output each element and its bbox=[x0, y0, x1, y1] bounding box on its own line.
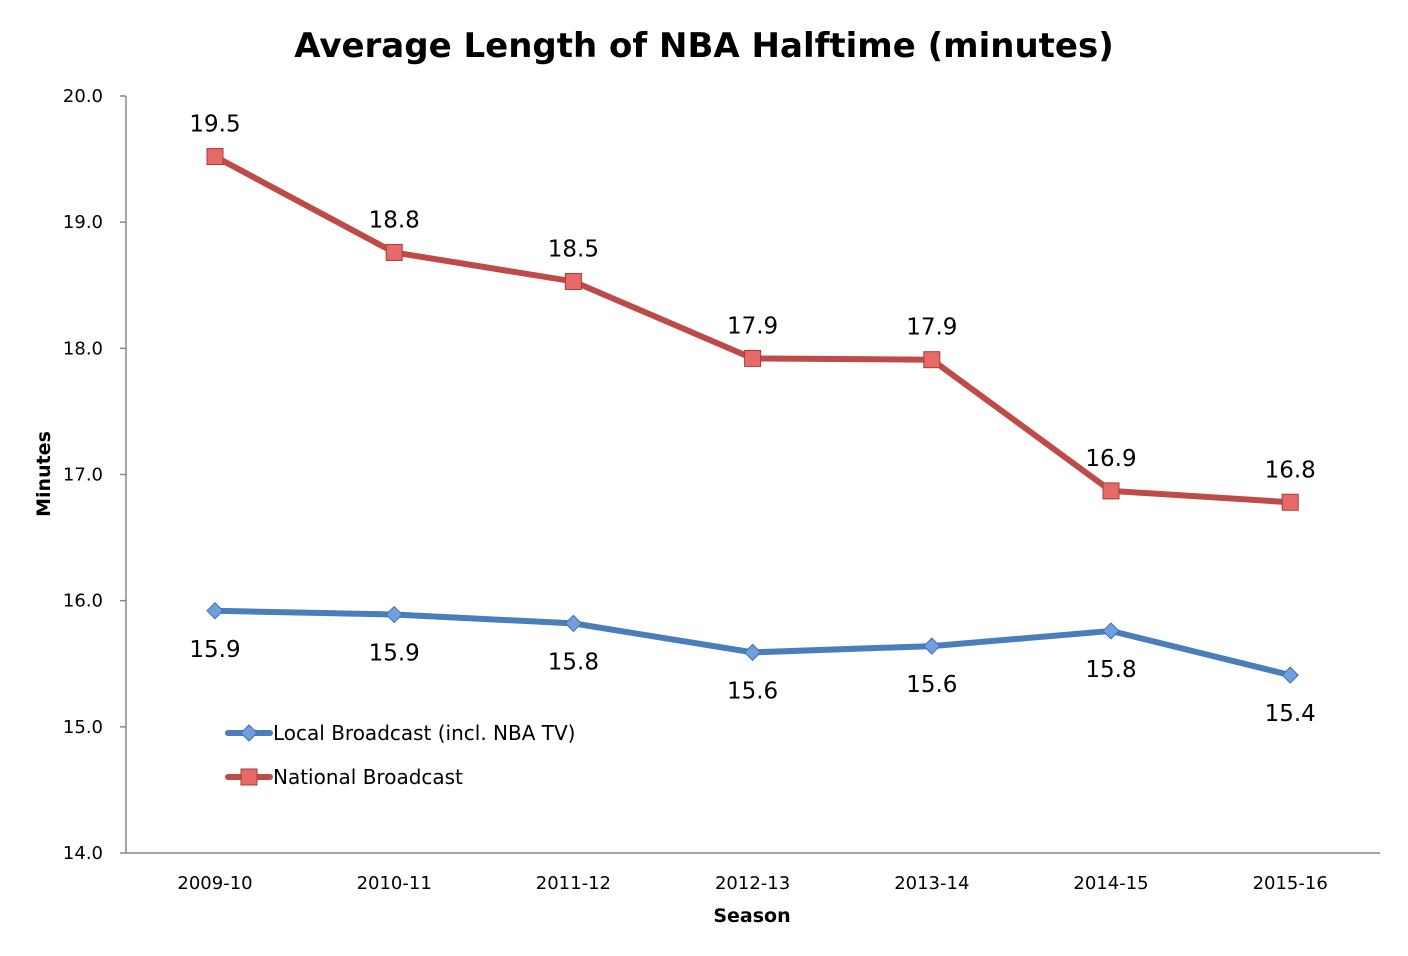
x-axis-label: Season bbox=[713, 905, 790, 927]
x-tick-label: 2015-16 bbox=[1253, 873, 1328, 894]
data-point bbox=[1102, 622, 1120, 640]
data-label: 17.9 bbox=[727, 313, 778, 339]
data-label: 15.9 bbox=[189, 637, 240, 663]
series-national: 19.5 18.8 18.5 17.9 17.9 16.9 16.8 bbox=[189, 112, 1316, 511]
data-label: 15.8 bbox=[548, 649, 599, 675]
data-point bbox=[1281, 493, 1299, 511]
y-axis-label: Minutes bbox=[33, 431, 55, 517]
data-point bbox=[385, 243, 403, 261]
data-label: 15.6 bbox=[727, 678, 778, 704]
data-point bbox=[564, 272, 582, 290]
y-tick-label: 20.0 bbox=[63, 86, 103, 107]
data-label: 15.8 bbox=[1085, 657, 1136, 683]
data-point bbox=[1102, 482, 1120, 500]
data-label: 15.9 bbox=[369, 641, 420, 667]
data-point bbox=[744, 349, 762, 367]
chart-title: Average Length of NBA Halftime (minutes) bbox=[294, 26, 1114, 66]
data-point bbox=[923, 351, 941, 369]
data-point bbox=[743, 643, 762, 662]
data-point bbox=[1281, 666, 1299, 684]
data-label: 16.9 bbox=[1085, 446, 1136, 472]
y-tick-label: 17.0 bbox=[63, 465, 103, 486]
y-tick-label: 18.0 bbox=[63, 338, 103, 359]
data-point bbox=[564, 614, 583, 633]
x-tick-label: 2013-14 bbox=[894, 873, 969, 894]
data-label: 18.8 bbox=[369, 207, 420, 233]
data-label: 15.4 bbox=[1265, 701, 1316, 727]
y-tick-label: 16.0 bbox=[63, 591, 103, 612]
data-label: 15.6 bbox=[906, 672, 957, 698]
data-point bbox=[206, 148, 224, 166]
legend-item: National Broadcast bbox=[225, 765, 463, 789]
x-tick-label: 2009-10 bbox=[177, 873, 252, 894]
x-tick-label: 2012-13 bbox=[715, 873, 790, 894]
series-local: 15.9 15.9 15.8 15.6 15.6 15.8 15.4 bbox=[189, 602, 1316, 727]
legend-label: Local Broadcast (incl. NBA TV) bbox=[273, 721, 575, 745]
x-tick-label: 2014-15 bbox=[1073, 873, 1148, 894]
data-label: 18.5 bbox=[548, 236, 599, 262]
x-tick-label: 2010-11 bbox=[357, 873, 432, 894]
data-point bbox=[385, 605, 403, 624]
y-tick-label: 19.0 bbox=[63, 212, 103, 233]
data-label: 19.5 bbox=[189, 112, 240, 138]
y-tick-label: 15.0 bbox=[63, 717, 103, 738]
legend-item: Local Broadcast (incl. NBA TV) bbox=[225, 721, 575, 745]
legend-marker bbox=[240, 768, 258, 786]
x-tick-label: 2011-12 bbox=[536, 873, 611, 894]
y-tick-label: 14.0 bbox=[63, 843, 103, 864]
data-point bbox=[923, 637, 941, 655]
data-label: 17.9 bbox=[906, 315, 957, 341]
legend-marker bbox=[240, 724, 258, 742]
legend-label: National Broadcast bbox=[273, 765, 463, 789]
data-label: 16.8 bbox=[1265, 457, 1316, 483]
data-point bbox=[206, 602, 224, 620]
